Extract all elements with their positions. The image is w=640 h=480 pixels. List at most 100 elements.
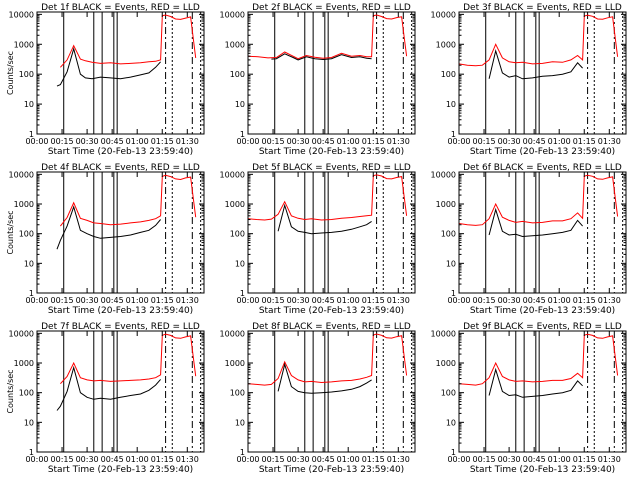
chart-title: Det 9f BLACK = Events, RED = LLD — [463, 322, 622, 332]
y-tick-label: 10000 — [220, 329, 245, 338]
y-axis-label: Counts/sec — [6, 51, 15, 95]
y-tick-label: 1 — [451, 448, 456, 457]
series-line-red — [60, 174, 197, 227]
x-tick-label: 00:30 — [287, 296, 310, 305]
y-tick-label: 1000 — [225, 200, 245, 209]
x-tick-label: 01:00 — [126, 296, 149, 305]
x-tick-label: 00:00 — [236, 296, 259, 305]
chart-panel: 1 10 100 1000 10000 00:00 00:15 00:30 00:45 01:00… — [220, 163, 416, 316]
x-tick-label: 01:30 — [176, 296, 199, 305]
y-tick-label: 1000 — [436, 40, 456, 49]
x-tick-label: 00:45 — [101, 455, 124, 464]
plot-frame — [247, 11, 416, 135]
x-tick-label: 00:45 — [523, 455, 546, 464]
x-axis-label: Start Time (20-Feb-13 23:59:40) — [470, 306, 615, 316]
x-tick-label: 00:45 — [101, 296, 124, 305]
plot-frame — [458, 11, 627, 135]
x-tick-label: 00:15 — [51, 296, 74, 305]
chart-title: Det 7f BLACK = Events, RED = LLD — [41, 322, 200, 332]
y-tick-label: 100 — [230, 70, 245, 79]
x-tick-label: 01:30 — [598, 455, 621, 464]
series-line-black — [488, 207, 583, 238]
x-tick-label: 00:15 — [473, 137, 496, 146]
y-tick-label: 10 — [446, 418, 456, 427]
series-line-red — [248, 174, 408, 221]
y-tick-label: 10 — [235, 259, 245, 268]
chart-panel: 1 10 100 1000 10000 00:00 00:15 00:30 00:45 01:00… — [431, 3, 627, 157]
x-tick-label: 01:30 — [387, 296, 410, 305]
x-tick-label: 01:00 — [126, 137, 149, 146]
series-line-black — [488, 367, 583, 398]
y-tick-label: 10000 — [9, 170, 34, 179]
y-tick-label: 1 — [29, 289, 34, 298]
chart-panel: 1 10 100 1000 10000 00:00 00:15 00:30 00:45 01:00… — [6, 322, 205, 475]
y-tick-label: 1 — [451, 130, 456, 139]
y-tick-label: 10000 — [431, 329, 456, 338]
x-tick-label: 01:15 — [151, 137, 174, 146]
x-tick-label: 00:45 — [523, 296, 546, 305]
x-tick-label: 00:15 — [51, 455, 74, 464]
y-tick-label: 100 — [441, 70, 456, 79]
y-tick-label: 10000 — [220, 10, 245, 19]
y-tick-label: 100 — [19, 389, 34, 398]
y-tick-label: 1 — [29, 448, 34, 457]
y-tick-label: 100 — [441, 230, 456, 239]
x-tick-label: 01:30 — [387, 137, 410, 146]
x-tick-label: 00:15 — [262, 455, 285, 464]
x-axis-label: Start Time (20-Feb-13 23:59:40) — [259, 147, 404, 157]
x-tick-label: 00:00 — [447, 455, 470, 464]
y-tick-label: 10 — [235, 418, 245, 427]
y-tick-label: 10 — [235, 100, 245, 109]
series-line-black — [277, 203, 372, 235]
x-tick-label: 00:30 — [498, 137, 521, 146]
series-line-red — [60, 333, 197, 385]
plot-frame — [458, 330, 627, 453]
x-axis-label: Start Time (20-Feb-13 23:59:40) — [259, 306, 404, 316]
x-tick-label: 00:30 — [76, 137, 99, 146]
series-line-black — [488, 48, 583, 80]
x-axis-label: Start Time (20-Feb-13 23:59:40) — [470, 147, 615, 157]
plot-frame — [36, 11, 205, 135]
y-tick-label: 10 — [24, 418, 34, 427]
x-tick-label: 01:15 — [151, 455, 174, 464]
chart-panel: 1 10 100 1000 10000 00:00 00:15 00:30 00:45 01:00… — [220, 322, 416, 475]
x-tick-label: 01:15 — [362, 296, 385, 305]
series-line-black — [277, 362, 372, 394]
series-line-black — [56, 205, 161, 250]
y-tick-label: 1 — [240, 130, 245, 139]
y-tick-label: 10000 — [220, 170, 245, 179]
y-tick-label: 1000 — [14, 200, 34, 209]
plot-frame — [458, 171, 627, 294]
x-axis-label: Start Time (20-Feb-13 23:59:40) — [48, 147, 193, 157]
plot-frame — [247, 330, 416, 453]
y-tick-label: 10 — [24, 259, 34, 268]
y-tick-label: 10000 — [431, 170, 456, 179]
x-tick-label: 01:00 — [337, 296, 360, 305]
x-tick-label: 00:00 — [25, 296, 48, 305]
x-axis-label: Start Time (20-Feb-13 23:59:40) — [470, 465, 615, 475]
x-axis-label: Start Time (20-Feb-13 23:59:40) — [259, 465, 404, 475]
x-tick-label: 00:30 — [287, 137, 310, 146]
x-tick-label: 00:00 — [25, 137, 48, 146]
x-tick-label: 01:30 — [598, 296, 621, 305]
x-tick-label: 01:15 — [573, 137, 596, 146]
plot-frame — [36, 330, 205, 453]
x-tick-label: 00:30 — [76, 455, 99, 464]
y-tick-label: 10000 — [431, 10, 456, 19]
y-tick-label: 100 — [441, 389, 456, 398]
x-tick-label: 00:30 — [498, 455, 521, 464]
x-axis-label: Start Time (20-Feb-13 23:59:40) — [48, 306, 193, 316]
x-tick-label: 01:00 — [548, 455, 571, 464]
y-tick-label: 1 — [451, 289, 456, 298]
x-tick-label: 01:00 — [126, 455, 149, 464]
x-tick-label: 01:00 — [548, 296, 571, 305]
series-line-red — [459, 174, 619, 226]
x-tick-label: 00:30 — [287, 455, 310, 464]
series-line-black — [271, 53, 372, 61]
chart-title: Det 2f BLACK = Events, RED = LLD — [252, 3, 411, 13]
x-tick-label: 00:00 — [236, 137, 259, 146]
y-tick-label: 1000 — [14, 359, 34, 368]
x-tick-label: 00:45 — [312, 137, 335, 146]
series-line-red — [248, 14, 408, 60]
